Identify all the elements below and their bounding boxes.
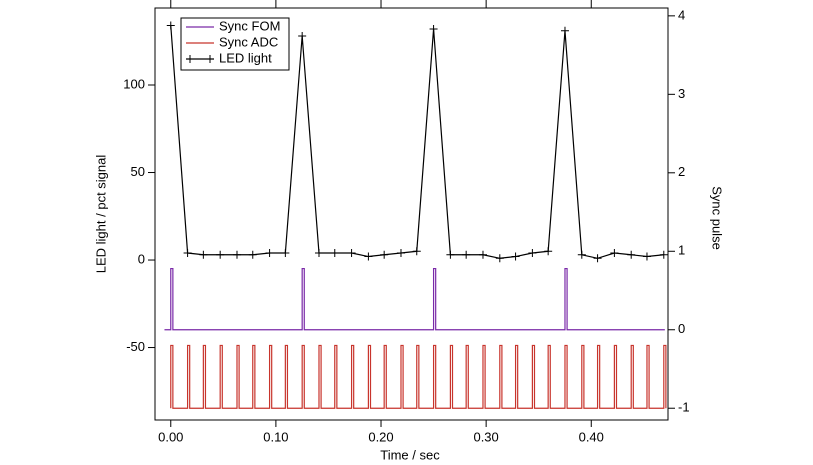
y2-axis-label: Sync pulse [710, 186, 725, 250]
y2-tick-label: 3 [678, 86, 685, 101]
marker [412, 247, 421, 256]
y-tick-label: 0 [138, 251, 145, 266]
marker [314, 249, 323, 258]
marker [511, 252, 520, 261]
y2-tick-label: 2 [678, 164, 685, 179]
y-tick-label: 50 [131, 164, 145, 179]
marker [577, 250, 586, 259]
marker [478, 250, 487, 259]
marker [429, 25, 438, 34]
marker [627, 250, 636, 259]
marker [166, 21, 175, 30]
legend-label: Sync FOM [219, 18, 280, 33]
marker [610, 249, 619, 258]
marker [495, 254, 504, 263]
x-tick-label: 0.10 [263, 429, 288, 444]
y-tick-label: -50 [126, 339, 145, 354]
marker [232, 250, 241, 259]
legend-label: Sync ADC [219, 34, 278, 49]
legend-marker [186, 55, 194, 63]
marker [281, 249, 290, 258]
x-tick-label: 0.30 [473, 429, 498, 444]
legend-marker [206, 55, 214, 63]
y2-tick-label: -1 [678, 400, 690, 415]
marker [364, 252, 373, 261]
marker [593, 254, 602, 263]
series-line [164, 267, 665, 331]
plot-frame [154, 7, 669, 421]
marker [560, 26, 569, 35]
y-axis-label: LED light / pct signal [93, 155, 108, 274]
legend-box [180, 17, 290, 71]
legend-label: LED light [219, 50, 272, 65]
marker [298, 32, 307, 41]
marker [248, 250, 257, 259]
y2-tick-label: 4 [678, 7, 685, 22]
x-tick-label: 0.00 [158, 429, 183, 444]
y2-tick-label: 1 [678, 243, 685, 258]
series-line [170, 344, 667, 409]
marker [528, 249, 537, 258]
marker [347, 249, 356, 258]
marker [446, 250, 455, 259]
marker [642, 252, 651, 261]
marker [462, 250, 471, 259]
marker [216, 250, 225, 259]
x-tick-label: 0.20 [368, 429, 393, 444]
marker [183, 249, 192, 258]
y-tick-label: 100 [123, 76, 145, 91]
marker [380, 250, 389, 259]
y2-tick-label: 0 [678, 321, 685, 336]
x-axis-label: Time / sec [380, 447, 440, 462]
marker [659, 250, 668, 259]
marker [265, 249, 274, 258]
marker [330, 249, 339, 258]
marker [199, 250, 208, 259]
marker [544, 247, 553, 256]
marker [396, 249, 405, 258]
x-tick-label: 0.40 [579, 429, 604, 444]
